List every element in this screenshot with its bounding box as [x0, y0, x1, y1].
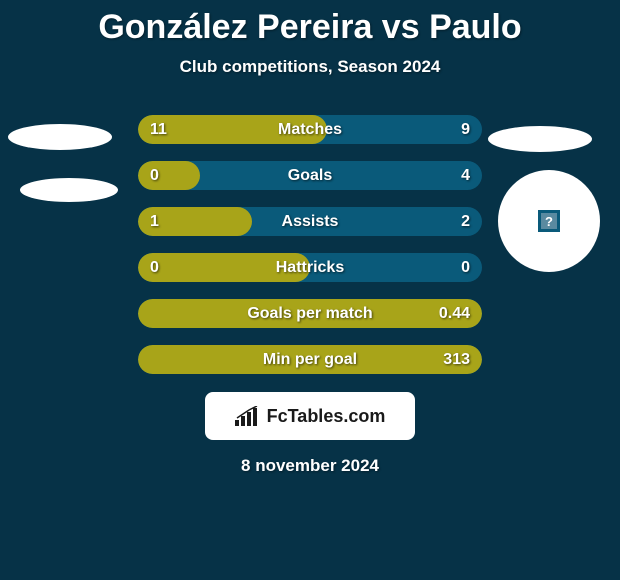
- stat-label: Goals: [138, 161, 482, 190]
- page-subtitle: Club competitions, Season 2024: [0, 57, 620, 77]
- stat-value-left: 0: [150, 161, 159, 190]
- stat-label: Assists: [138, 207, 482, 236]
- stat-value-right: 2: [461, 207, 470, 236]
- stat-label: Matches: [138, 115, 482, 144]
- decor-circle: ?: [498, 170, 600, 272]
- stat-value-right: 0.44: [439, 299, 470, 328]
- stat-value-left: 0: [150, 253, 159, 282]
- stat-label: Hattricks: [138, 253, 482, 282]
- stat-value-right: 9: [461, 115, 470, 144]
- stat-value-right: 313: [443, 345, 470, 374]
- stat-row: Assists1 2: [138, 207, 482, 236]
- page-title: González Pereira vs Paulo: [0, 0, 620, 47]
- stat-value-left: 11: [150, 115, 167, 144]
- stat-row: Min per goal313: [138, 345, 482, 374]
- placeholder-icon: ?: [538, 210, 560, 232]
- decor-ellipse: [20, 178, 118, 202]
- stat-value-right: 4: [461, 161, 470, 190]
- stat-row: Hattricks0 0: [138, 253, 482, 282]
- stat-value-left: 1: [150, 207, 159, 236]
- stat-label: Goals per match: [138, 299, 482, 328]
- decor-ellipse: [488, 126, 592, 152]
- brand-text: FcTables.com: [267, 406, 386, 427]
- stat-label: Min per goal: [138, 345, 482, 374]
- stat-row: Goals per match0.44: [138, 299, 482, 328]
- stat-row: Goals0 4: [138, 161, 482, 190]
- stat-row: Matches11 9: [138, 115, 482, 144]
- brand-badge: FcTables.com: [205, 392, 415, 440]
- comparison-chart: Matches119Goals04Assists12Hattricks00Goa…: [138, 115, 482, 374]
- footer-date: 8 november 2024: [0, 456, 620, 476]
- decor-ellipse: [8, 124, 112, 150]
- brand-chart-icon: [235, 406, 261, 426]
- stat-value-right: 0: [461, 253, 470, 282]
